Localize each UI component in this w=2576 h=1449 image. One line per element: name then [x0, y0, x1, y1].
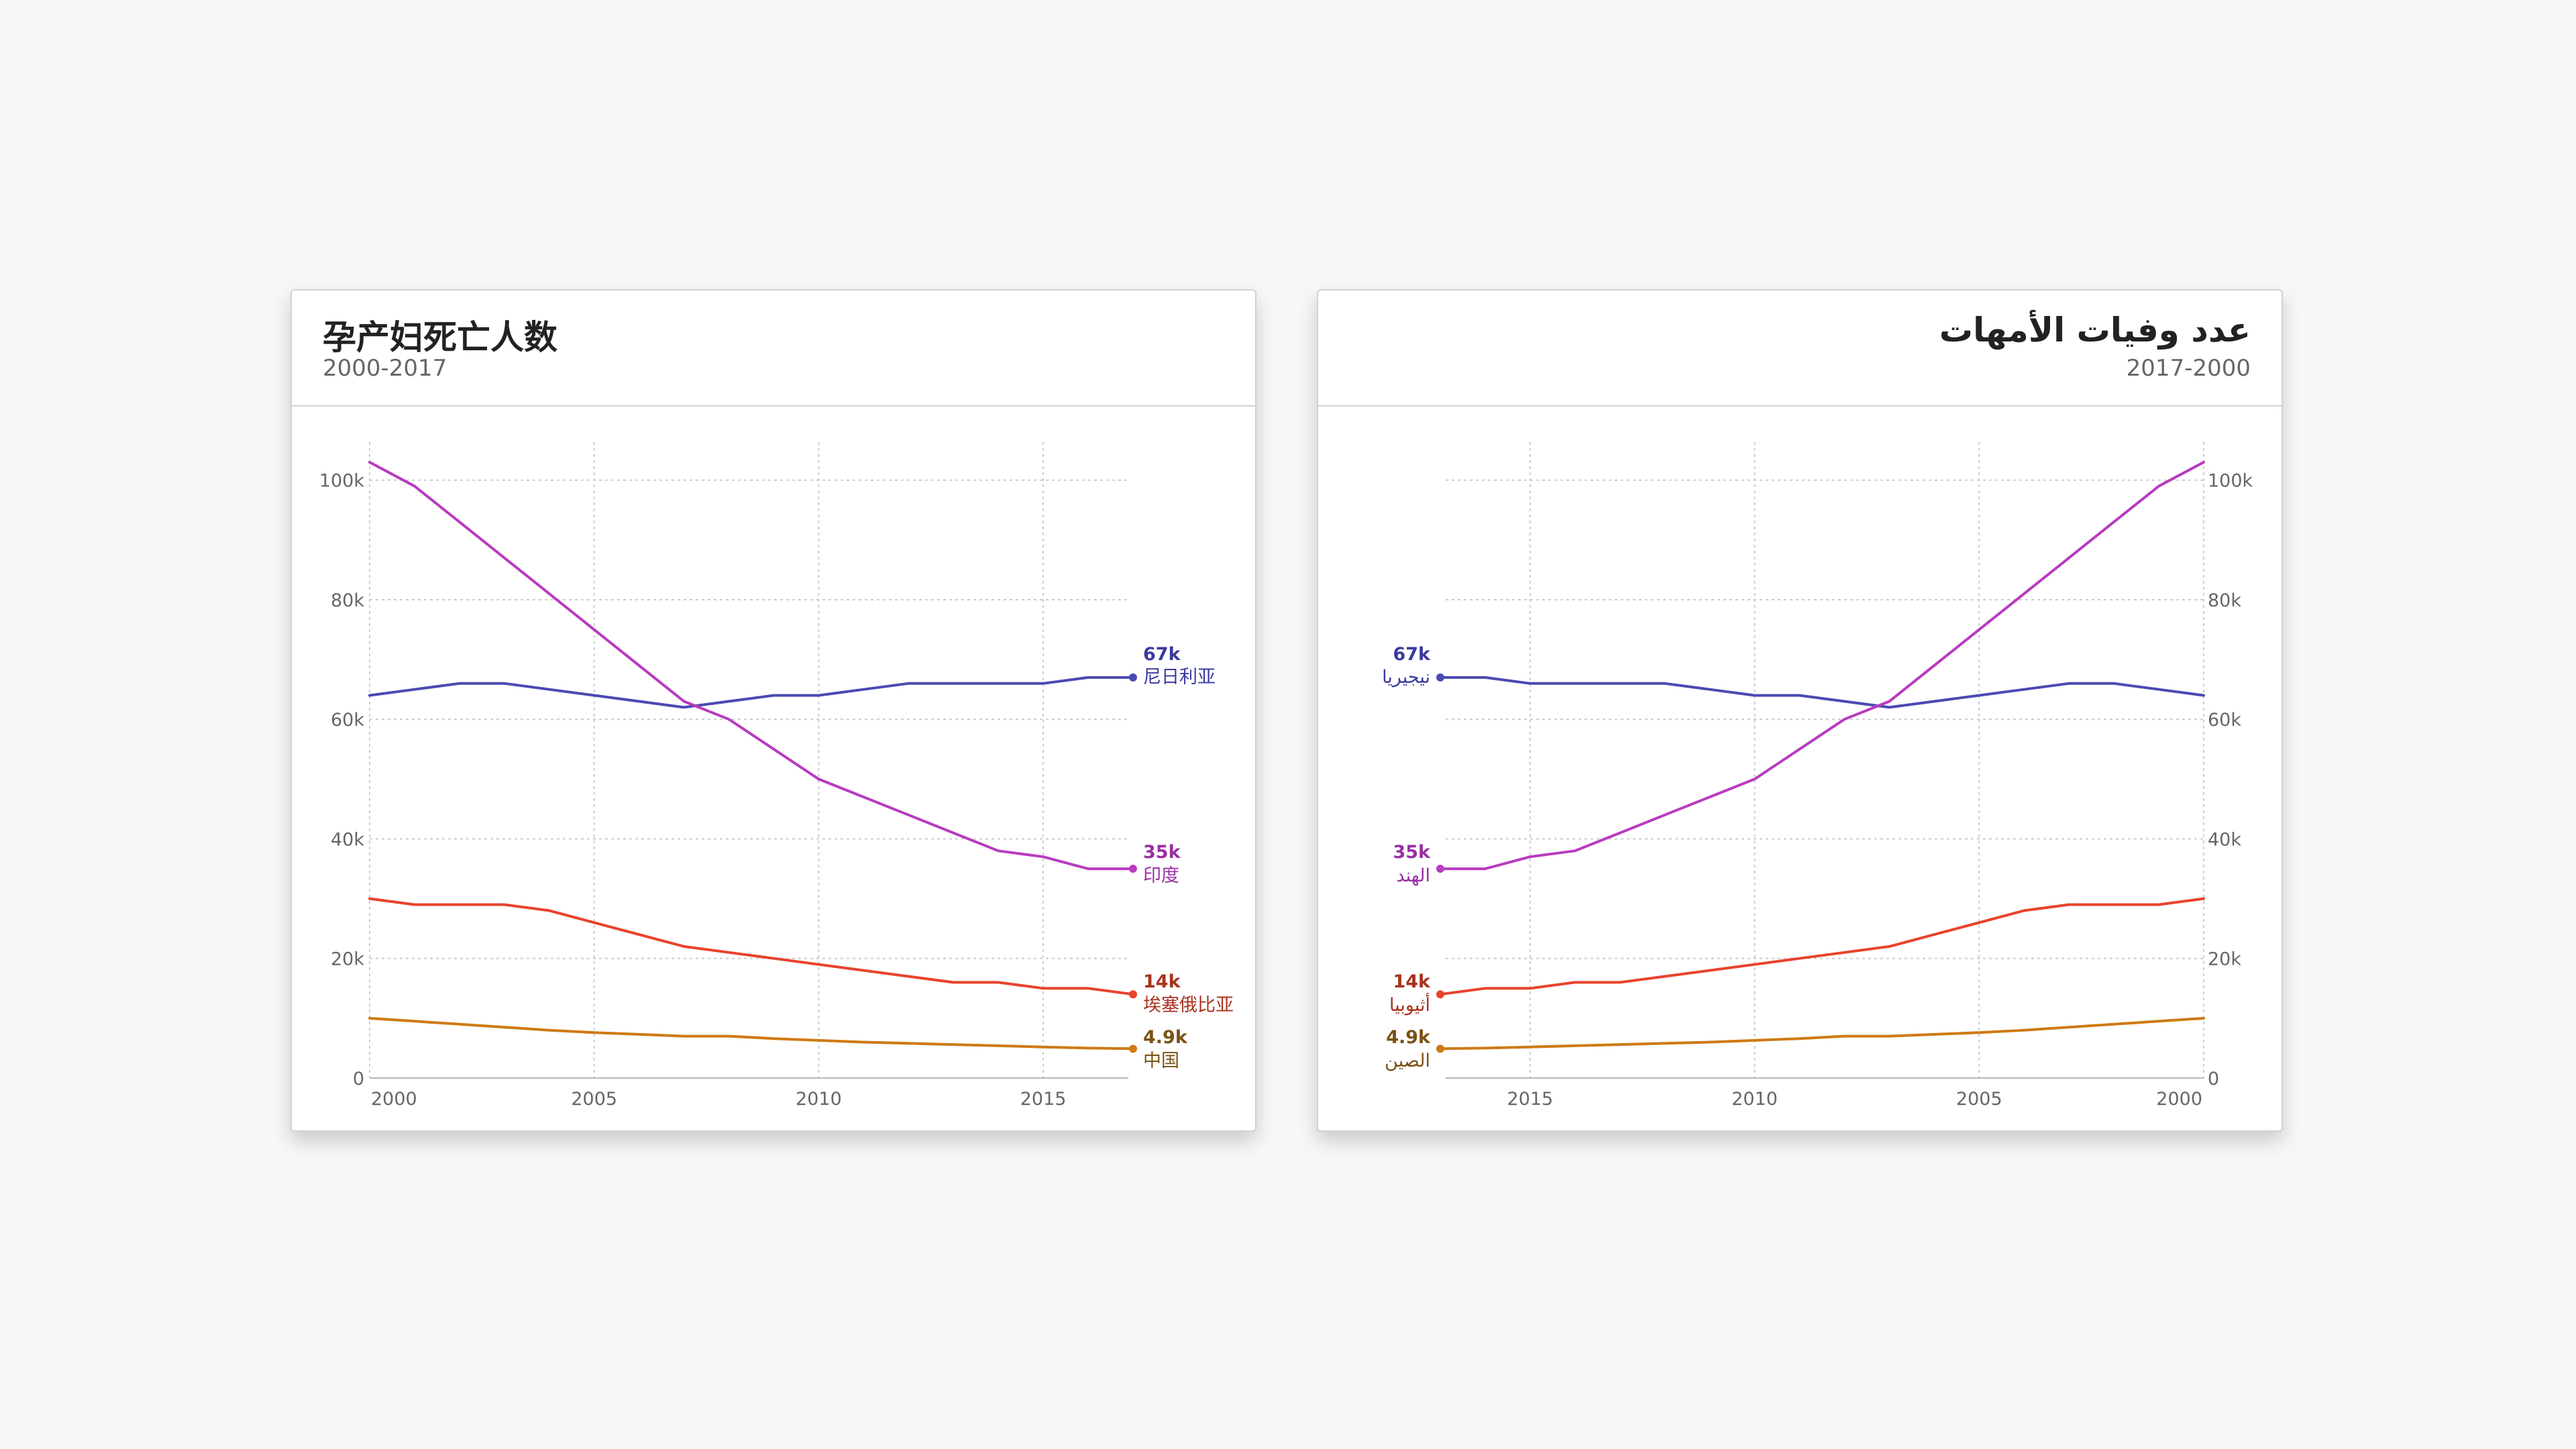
series-end-name-label: 尼日利亚: [1143, 667, 1216, 688]
x-tick-label: 2015: [1020, 1089, 1067, 1110]
chart-card-chinese: 孕产妇死亡人数 2000-2017 0 20k 40k 60k 80k 100k 2000 2…: [290, 289, 1256, 1132]
y-tick-label: 100k: [2208, 471, 2253, 492]
line-chart-plot: 0 20k 40k 60k 80k 100k 2015 2010 2005 2000 67kنيجي…: [1382, 442, 2253, 1110]
x-tick-label: 2005: [1956, 1089, 2002, 1110]
series-end-value-label: 35k: [1143, 842, 1181, 863]
series-end-point: [1436, 673, 1444, 682]
series-end-value-label: 67k: [1393, 644, 1431, 665]
series-end-name-label: أثيوبيا: [1389, 992, 1430, 1016]
x-tick-label: 2015: [1507, 1089, 1554, 1110]
series-end-name-label: الصين: [1385, 1051, 1430, 1071]
y-tick-label: 100k: [319, 471, 365, 492]
series-end-name-label: 埃塞俄比亚: [1143, 995, 1234, 1016]
series-end-point: [1129, 1044, 1137, 1053]
series-end-point: [1436, 990, 1444, 999]
y-tick-label: 0: [2208, 1069, 2219, 1089]
series-line: [1439, 676, 2205, 709]
series-end-point: [1129, 865, 1137, 873]
series-end-name-label: نيجيريا: [1382, 667, 1430, 688]
x-tick-label: 2010: [796, 1089, 842, 1110]
chart-subtitle: 2000-2017: [323, 355, 447, 382]
y-tick-label: 60k: [2208, 710, 2241, 731]
series-line: [1439, 1016, 2205, 1051]
y-tick-label: 20k: [2208, 949, 2241, 970]
series-end-value-label: 14k: [1143, 971, 1181, 992]
series-end-value-label: 67k: [1143, 644, 1181, 665]
line-chart-plot: 0 20k 40k 60k 80k 100k 2000 2005 2010 2015 67k尼日利亚…: [319, 442, 1234, 1110]
y-tick-label: 80k: [2208, 590, 2241, 611]
series-end-name-label: 印度: [1143, 865, 1179, 886]
series-line: [368, 897, 1134, 996]
series-line: [368, 461, 1134, 871]
series-end-name-label: الهند: [1397, 865, 1431, 886]
x-tick-label: 2010: [1731, 1089, 1778, 1110]
chart-header: عدد وفيات الأمهات 2017-2000: [1318, 290, 2282, 407]
series-line: [1439, 461, 2205, 871]
series-end-point: [1436, 865, 1444, 873]
chart-card-arabic: عدد وفيات الأمهات 2017-2000 0 20k 40k 60k 80…: [1317, 289, 2283, 1132]
chart-header: 孕产妇死亡人数 2000-2017: [292, 290, 1255, 407]
y-tick-label: 40k: [331, 829, 364, 850]
series-end-point: [1129, 673, 1137, 682]
series-end-value-label: 4.9k: [1143, 1027, 1188, 1048]
series-end-value-label: 4.9k: [1386, 1027, 1431, 1048]
y-tick-label: 20k: [331, 949, 364, 970]
y-tick-label: 40k: [2208, 829, 2241, 850]
series-end-value-label: 14k: [1393, 971, 1431, 992]
series-line: [368, 676, 1134, 709]
chart-title: 孕产妇死亡人数: [323, 318, 557, 357]
y-tick-label: 60k: [331, 710, 364, 731]
x-tick-label: 2000: [371, 1089, 417, 1110]
series-end-name-label: 中国: [1143, 1051, 1179, 1071]
series-line: [1439, 897, 2205, 996]
series-end-value-label: 35k: [1393, 842, 1431, 863]
series-end-point: [1436, 1044, 1444, 1053]
chart-title: عدد وفيات الأمهات: [1939, 311, 2251, 350]
chart-subtitle: 2017-2000: [2126, 355, 2251, 382]
x-tick-label: 2005: [571, 1089, 617, 1110]
y-tick-label: 0: [353, 1069, 364, 1089]
y-tick-label: 80k: [331, 590, 364, 611]
x-tick-label: 2000: [2156, 1089, 2202, 1110]
series-end-point: [1129, 990, 1137, 999]
series-line: [368, 1016, 1134, 1051]
